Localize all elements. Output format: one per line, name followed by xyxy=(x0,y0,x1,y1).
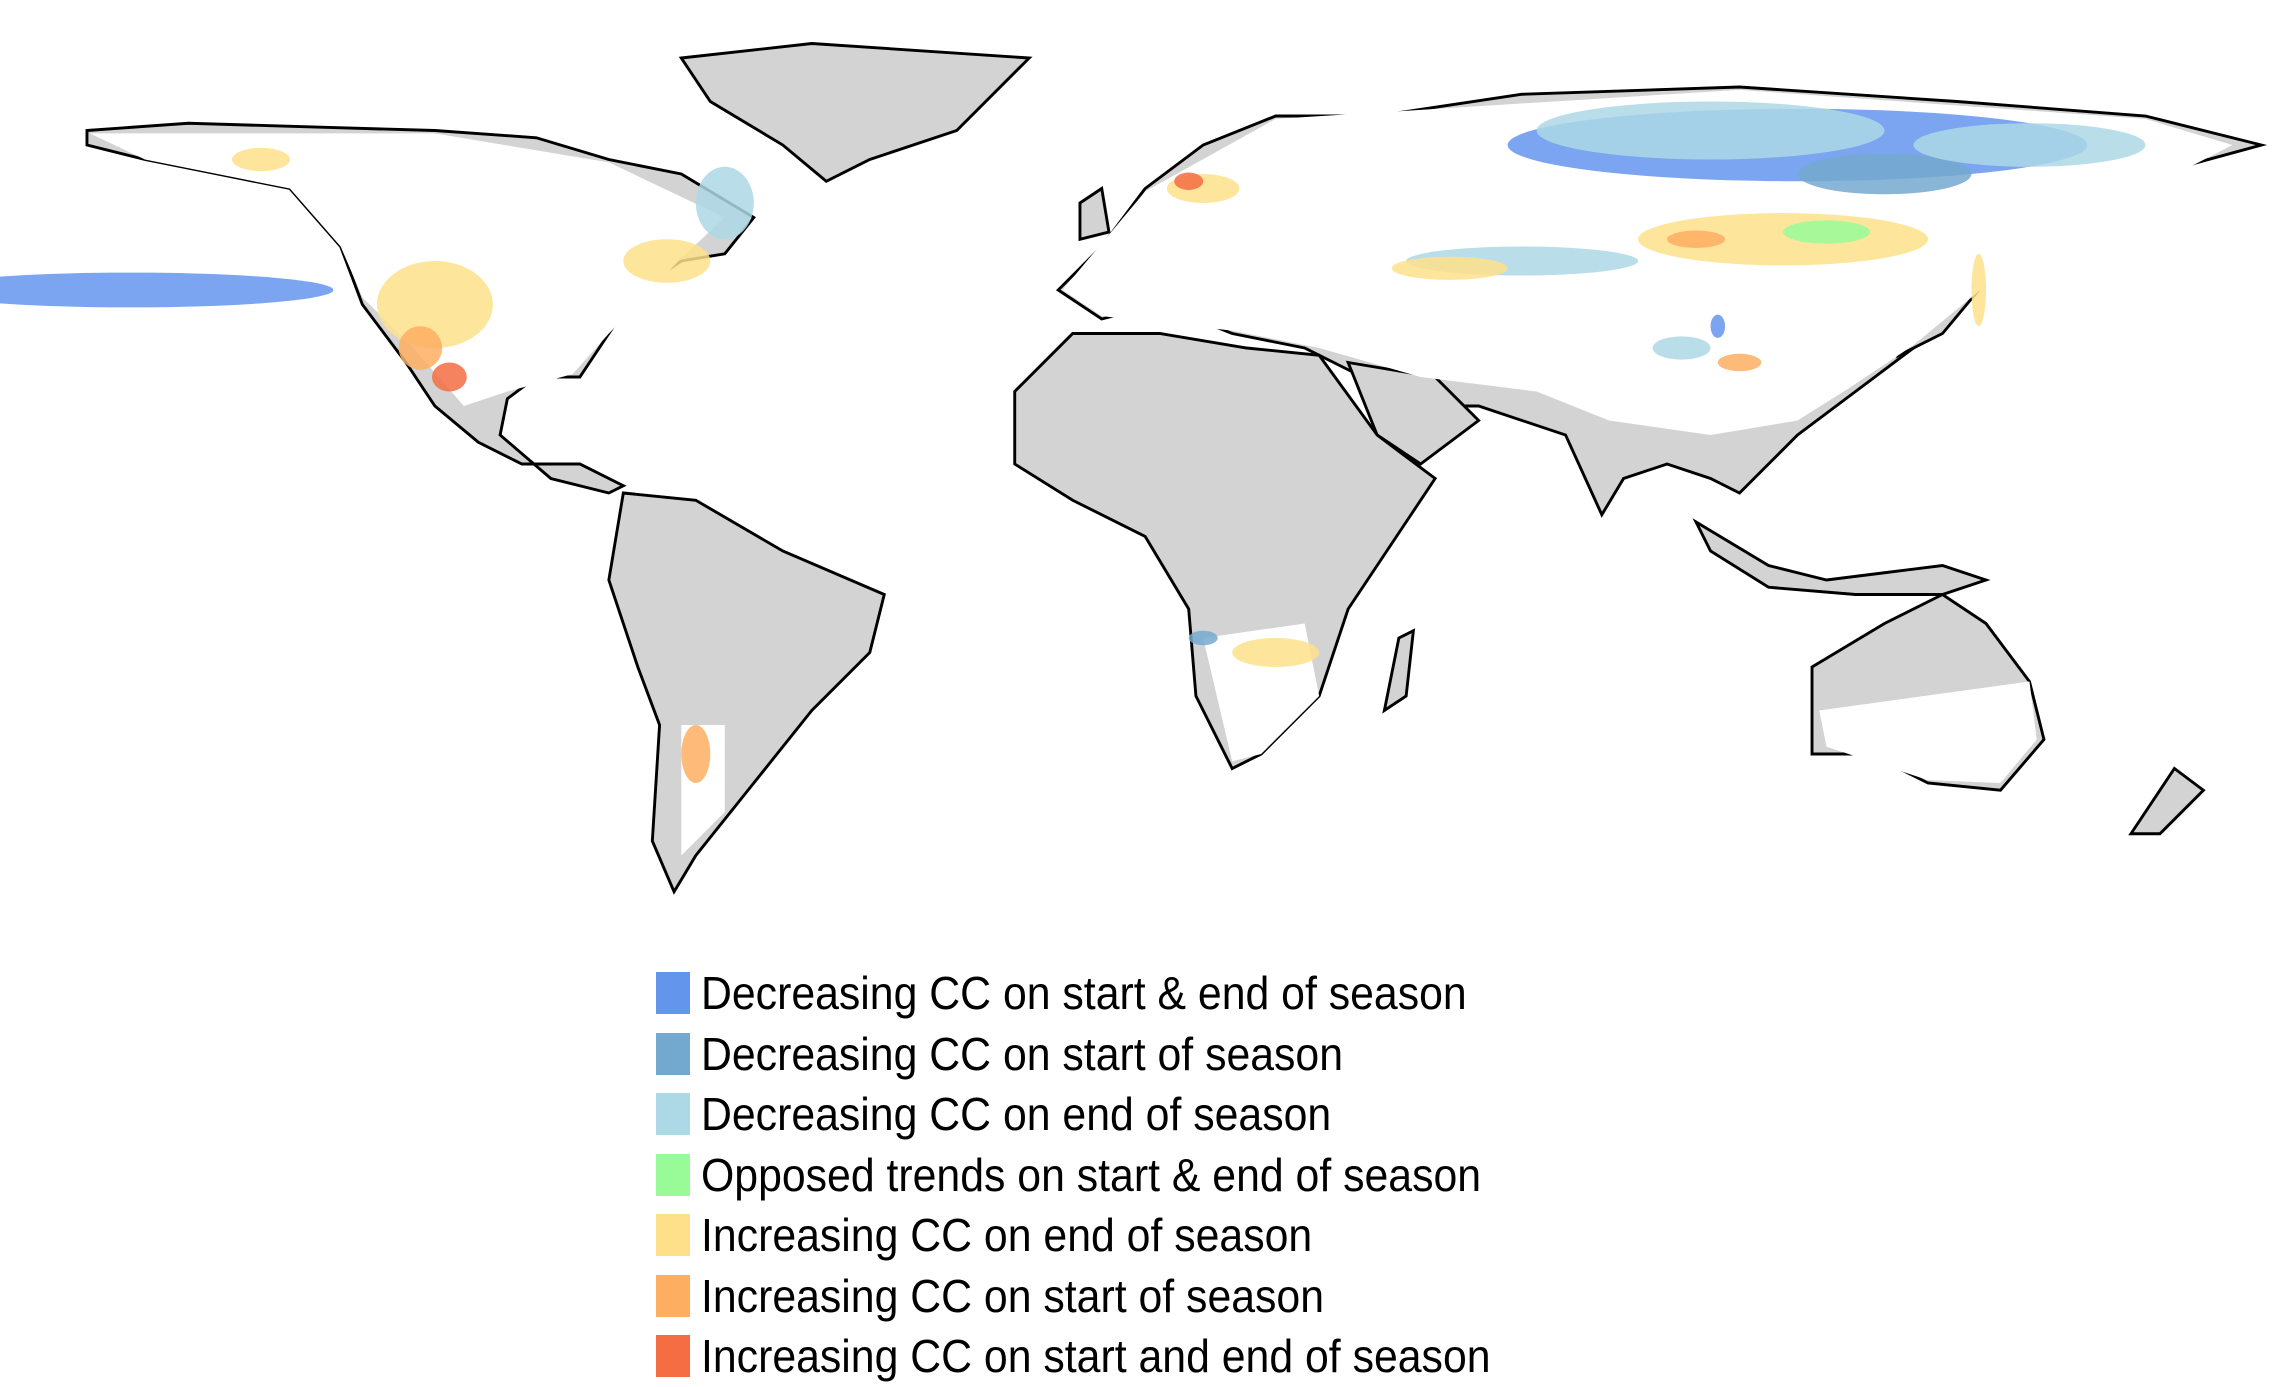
trend-patch xyxy=(1913,123,2146,167)
trend-patch xyxy=(231,147,290,172)
trend-patch xyxy=(1797,153,1972,195)
legend-label: Increasing CC on start and end of season xyxy=(701,1330,1491,1383)
madagascar xyxy=(1382,628,1416,714)
legend-swatch xyxy=(656,1032,690,1075)
greenland xyxy=(678,42,1033,183)
trend-patch xyxy=(1391,256,1508,280)
legend-item: Opposed trends on start & end of season xyxy=(656,1145,1550,1206)
trend-patch xyxy=(398,326,443,370)
trend-patch xyxy=(695,166,754,240)
legend-item: Decreasing CC on end of season xyxy=(656,1084,1550,1145)
legend-swatch xyxy=(656,1214,690,1257)
south-america xyxy=(607,491,886,895)
legend-item: Increasing CC on end of season xyxy=(656,1205,1550,1266)
trend-patch xyxy=(1971,253,1986,327)
legend-label: Increasing CC on end of season xyxy=(701,1209,1313,1262)
trend-patch xyxy=(1717,353,1762,372)
trend-patches xyxy=(0,101,2146,783)
world-map xyxy=(0,42,2268,895)
legend-swatch xyxy=(656,1153,690,1196)
new-zealand xyxy=(2128,766,2206,836)
legend-swatch xyxy=(656,1274,690,1317)
legend: Decreasing CC on start & end of season D… xyxy=(656,963,1550,1387)
legend-item: Decreasing CC on start of season xyxy=(656,1024,1550,1085)
trend-patch xyxy=(1667,230,1726,248)
trend-patch xyxy=(1536,101,1885,160)
trend-patch xyxy=(376,261,493,348)
legend-label: Opposed trends on start & end of season xyxy=(701,1148,1482,1201)
legend-label: Increasing CC on start of season xyxy=(701,1269,1325,1322)
trend-patch xyxy=(1710,314,1726,338)
legend-swatch xyxy=(656,1335,690,1378)
trend-patch xyxy=(681,725,711,783)
southeast-asia-islands xyxy=(1692,518,1991,596)
trend-patch xyxy=(1188,630,1218,646)
trend-patch xyxy=(623,239,711,283)
legend-item: Increasing CC on start and end of season xyxy=(656,1326,1550,1387)
trend-patch xyxy=(431,362,467,392)
legend-swatch xyxy=(656,972,690,1015)
trend-patch xyxy=(1232,638,1320,667)
legend-label: Decreasing CC on start & end of season xyxy=(701,967,1467,1020)
british-isles xyxy=(1078,186,1111,242)
africa xyxy=(1013,332,1438,771)
trend-patch xyxy=(1174,172,1204,190)
trend-patch xyxy=(0,272,334,308)
trend-patch xyxy=(1783,220,1871,244)
legend-swatch xyxy=(656,1093,690,1136)
legend-item: Decreasing CC on start & end of season xyxy=(656,963,1550,1024)
legend-label: Decreasing CC on start of season xyxy=(701,1027,1344,1080)
legend-label: Decreasing CC on end of season xyxy=(701,1088,1332,1141)
trend-patch xyxy=(1652,336,1711,360)
legend-item: Increasing CC on start of season xyxy=(656,1266,1550,1327)
